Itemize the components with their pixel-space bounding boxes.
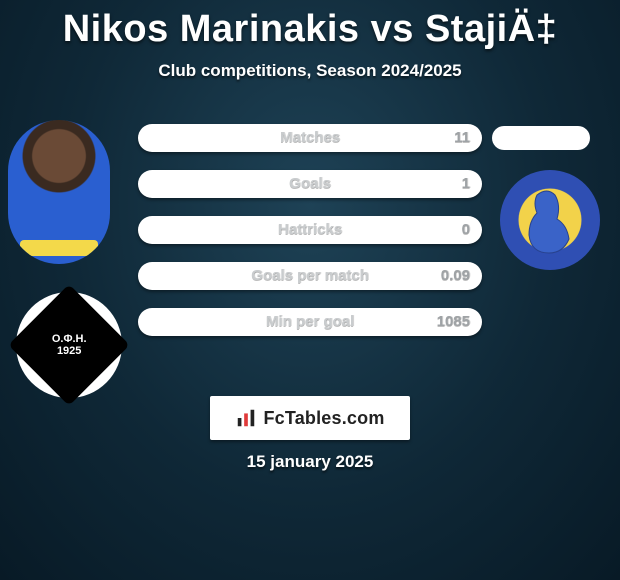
bar-value: 1 xyxy=(462,170,470,198)
club-left-badge: O.Φ.H. 1925 xyxy=(16,292,122,398)
snapshot-date: 15 january 2025 xyxy=(0,452,620,472)
player-left-photo xyxy=(8,120,110,264)
club-right-badge xyxy=(500,170,600,270)
club-left-line2: 1925 xyxy=(57,345,81,357)
bar-value: 11 xyxy=(454,124,470,152)
brand-badge: FcTables.com xyxy=(210,396,410,440)
bar-label: Hattricks xyxy=(138,216,482,244)
bar-label: Min per goal xyxy=(138,308,482,336)
brand-text: FcTables.com xyxy=(263,408,384,429)
bar-value: 0.09 xyxy=(441,262,470,290)
club-left-line1: O.Φ.H. xyxy=(52,333,87,345)
stats-bars: Matches 11 Goals 1 Hattricks 0 Goals per… xyxy=(138,124,482,354)
bar-hattricks: Hattricks 0 xyxy=(138,216,482,244)
page-subtitle: Club competitions, Season 2024/2025 xyxy=(0,61,620,81)
bar-value: 1085 xyxy=(437,308,470,336)
bar-goals: Goals 1 xyxy=(138,170,482,198)
bar-label: Goals per match xyxy=(138,262,482,290)
bar-matches: Matches 11 xyxy=(138,124,482,152)
bar-label: Goals xyxy=(138,170,482,198)
team-right-chip xyxy=(492,126,590,150)
bar-min-per-goal: Min per goal 1085 xyxy=(138,308,482,336)
bar-label: Matches xyxy=(138,124,482,152)
bar-value: 0 xyxy=(462,216,470,244)
bar-goals-per-match: Goals per match 0.09 xyxy=(138,262,482,290)
brand-icon xyxy=(235,407,257,429)
page-title: Nikos Marinakis vs StajiÄ‡ xyxy=(0,0,620,51)
